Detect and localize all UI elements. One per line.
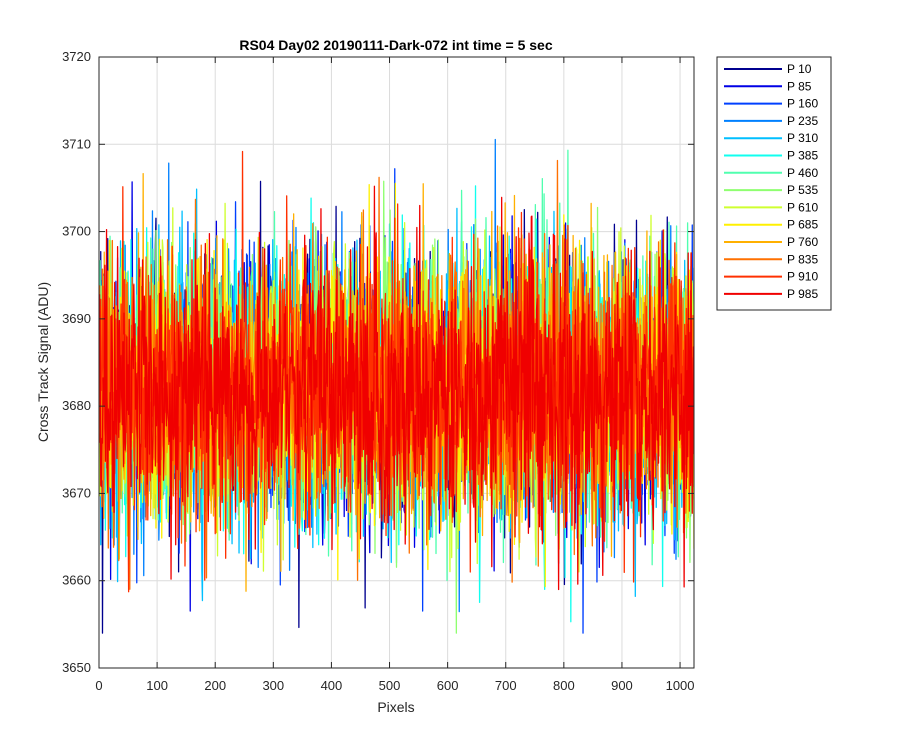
legend-entry: P 610 bbox=[787, 200, 818, 214]
legend-entry: P 535 bbox=[787, 183, 818, 197]
y-tick-label: 3710 bbox=[62, 136, 91, 151]
y-tick-label: 3690 bbox=[62, 311, 91, 326]
plot-frame bbox=[98, 56, 695, 669]
legend-entry: P 985 bbox=[787, 287, 818, 301]
x-tick-label: 700 bbox=[495, 678, 517, 693]
y-tick-label: 3670 bbox=[62, 485, 91, 500]
legend-entry: P 460 bbox=[787, 166, 818, 180]
y-tick-label: 3660 bbox=[62, 573, 91, 588]
legend-entry: P 760 bbox=[787, 235, 818, 249]
legend-entry: P 85 bbox=[787, 79, 812, 93]
x-tick-label: 300 bbox=[262, 678, 284, 693]
y-axis-label: Cross Track Signal (ADU) bbox=[35, 282, 51, 442]
legend-entry: P 235 bbox=[787, 114, 818, 128]
y-tick-label: 3720 bbox=[62, 49, 91, 64]
legend-entry: P 385 bbox=[787, 149, 818, 163]
x-tick-label: 0 bbox=[95, 678, 102, 693]
x-tick-label: 800 bbox=[553, 678, 575, 693]
x-tick-label: 400 bbox=[321, 678, 343, 693]
chart-title: RS04 Day02 20190111-Dark-072 int time = … bbox=[239, 37, 552, 53]
x-tick-label: 100 bbox=[146, 678, 168, 693]
legend-entry: P 685 bbox=[787, 218, 818, 232]
x-tick-label: 200 bbox=[204, 678, 226, 693]
x-axis-label: Pixels bbox=[377, 699, 414, 715]
x-tick-label: 1000 bbox=[666, 678, 695, 693]
legend: P 10 P 85 P 160 P 235 P 310 P 385 P 460 P 535 P … bbox=[716, 56, 832, 311]
y-tick-label: 3700 bbox=[62, 224, 91, 239]
legend-entry: P 160 bbox=[787, 97, 818, 111]
legend-entry: P 910 bbox=[787, 270, 818, 284]
legend-box bbox=[716, 56, 832, 311]
series-line-p985 bbox=[99, 185, 694, 591]
series-lines bbox=[99, 138, 694, 634]
legend-entry: P 10 bbox=[787, 62, 812, 76]
x-tick-label: 500 bbox=[379, 678, 401, 693]
y-tick-label: 3680 bbox=[62, 398, 91, 413]
x-tick-label: 900 bbox=[611, 678, 633, 693]
y-tick-label: 3650 bbox=[62, 660, 91, 675]
x-tick-label: 600 bbox=[437, 678, 459, 693]
axis-ticks: 0 100 200 300 400 500 600 700 800 900 1000 3650 3660… bbox=[62, 49, 694, 693]
legend-entry: P 310 bbox=[787, 131, 818, 145]
legend-entry: P 835 bbox=[787, 252, 818, 266]
